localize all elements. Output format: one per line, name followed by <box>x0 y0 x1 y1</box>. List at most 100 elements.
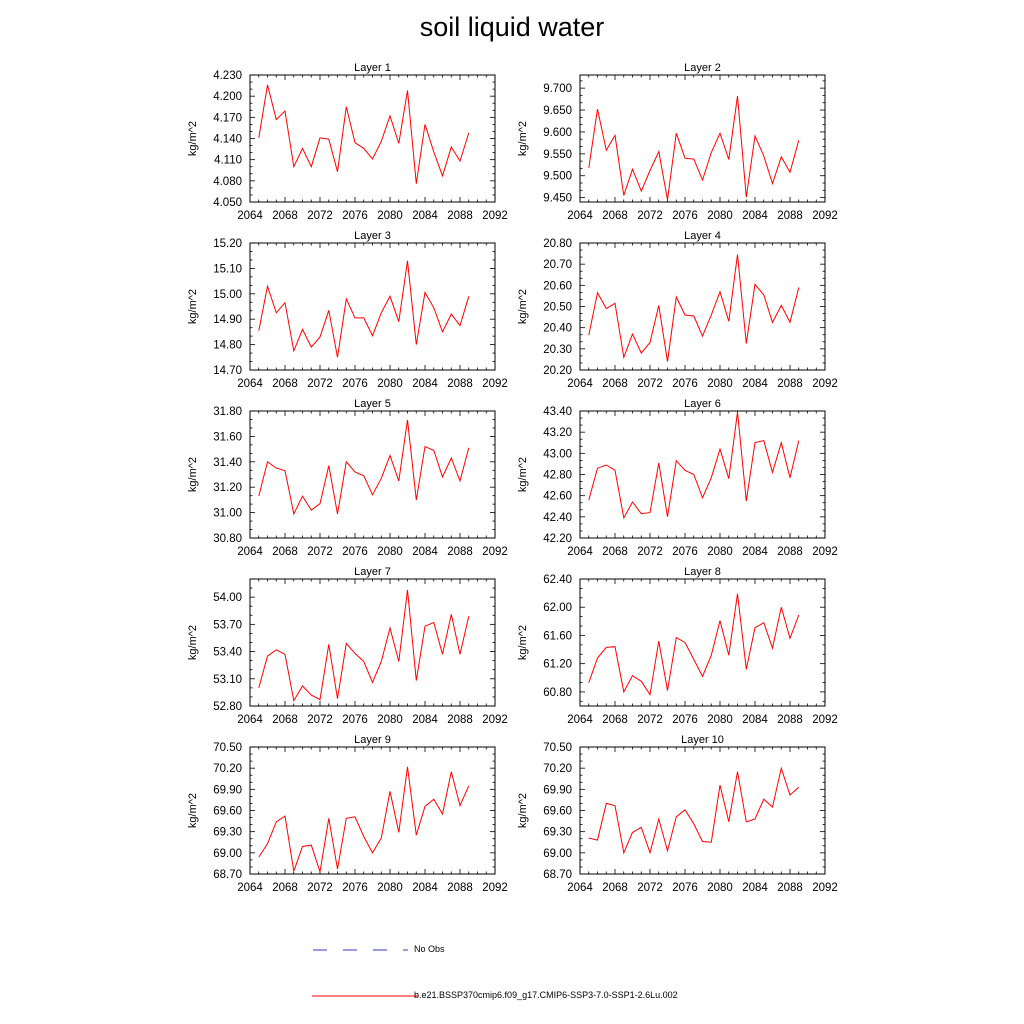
y-tick-label: 31.80 <box>213 406 242 418</box>
x-tick-label: 2092 <box>482 210 508 222</box>
x-tick-label: 2064 <box>237 714 263 726</box>
x-tick-label: 2064 <box>567 546 593 558</box>
y-tick-label: 69.30 <box>213 827 242 839</box>
plot-frame <box>249 410 496 539</box>
y-tick-label: 9.600 <box>543 127 572 139</box>
x-tick-label: 2064 <box>237 378 263 390</box>
y-tick-label: 61.60 <box>543 630 572 642</box>
chart-panel-4: Layer 4 kg/m^2 2064 2068 2072 2076 2080 2084 208… <box>517 230 838 390</box>
y-tick-label: 42.40 <box>543 512 572 524</box>
x-tick-label: 2080 <box>707 378 733 390</box>
plot-frame <box>249 578 496 707</box>
x-tick-label: 2072 <box>637 882 663 894</box>
x-tick-label: 2092 <box>482 546 508 558</box>
x-tick-label: 2076 <box>342 714 368 726</box>
x-tick-label: 2068 <box>272 546 298 558</box>
x-tick-label: 2084 <box>412 546 438 558</box>
y-tick-label: 4.110 <box>214 155 242 167</box>
x-tick-label: 2068 <box>272 210 298 222</box>
y-tick-label: 69.90 <box>213 784 242 796</box>
x-tick-label: 2072 <box>307 210 333 222</box>
series-line <box>258 419 470 516</box>
x-tick-label: 2072 <box>637 546 663 558</box>
y-tick-label: 31.40 <box>213 457 242 469</box>
x-tick-label: 2064 <box>237 546 263 558</box>
y-tick-label: 4.080 <box>213 176 242 188</box>
panel-title: Layer 4 <box>684 230 721 242</box>
y-tick-label: 20.20 <box>543 365 572 377</box>
y-tick-label: 42.80 <box>543 470 572 482</box>
series-line <box>588 254 800 362</box>
panel-title: Layer 1 <box>354 62 391 74</box>
x-tick-label: 2072 <box>307 546 333 558</box>
y-tick-label: 43.20 <box>543 427 572 439</box>
series-line <box>258 766 470 873</box>
plot-frame <box>579 74 826 203</box>
x-tick-label: 2084 <box>742 714 768 726</box>
y-tick-label: 42.20 <box>543 533 572 545</box>
y-tick-label: 69.60 <box>543 806 572 818</box>
x-tick-label: 2084 <box>412 882 438 894</box>
panel-title: Layer 6 <box>684 398 721 410</box>
chart-figure: Layer 1 kg/m^2 2064 2068 2072 2076 2080 2084 208… <box>187 62 838 894</box>
no-obs-line-swatch <box>313 949 408 951</box>
x-tick-label: 2076 <box>342 546 368 558</box>
y-tick-label: 9.500 <box>543 171 572 183</box>
x-tick-label: 2080 <box>377 882 403 894</box>
x-tick-label: 2080 <box>377 378 403 390</box>
y-tick-label: 4.050 <box>213 197 242 209</box>
x-tick-label: 2072 <box>307 378 333 390</box>
y-tick-label: 31.00 <box>213 508 242 520</box>
series-line <box>258 84 470 184</box>
y-tick-label: 15.10 <box>213 263 242 275</box>
y-tick-label: 20.30 <box>543 344 572 356</box>
x-tick-label: 2088 <box>777 546 803 558</box>
plot-frame <box>249 242 496 371</box>
x-tick-label: 2092 <box>812 714 838 726</box>
y-tick-label: 31.60 <box>213 431 242 443</box>
x-tick-label: 2076 <box>672 378 698 390</box>
no-obs-label: No Obs <box>414 944 445 954</box>
y-tick-label: 61.20 <box>543 659 572 671</box>
series-line <box>588 593 800 697</box>
x-tick-label: 2080 <box>377 546 403 558</box>
y-axis-label: kg/m^2 <box>187 289 199 324</box>
y-tick-label: 20.80 <box>543 238 572 250</box>
y-tick-label: 69.00 <box>543 848 572 860</box>
plot-frame <box>579 746 826 875</box>
panel-title: Layer 5 <box>354 398 391 410</box>
y-tick-label: 20.60 <box>543 280 572 292</box>
y-tick-label: 9.450 <box>543 193 572 205</box>
series-line <box>588 412 800 520</box>
x-tick-label: 2064 <box>567 210 593 222</box>
y-tick-label: 20.70 <box>543 259 572 271</box>
x-tick-label: 2068 <box>272 714 298 726</box>
y-tick-label: 4.170 <box>213 112 242 124</box>
x-tick-label: 2072 <box>637 714 663 726</box>
x-tick-label: 2076 <box>672 210 698 222</box>
y-tick-label: 20.50 <box>543 302 572 314</box>
x-tick-label: 2064 <box>567 882 593 894</box>
y-axis-label: kg/m^2 <box>187 625 199 660</box>
series-line <box>588 95 800 200</box>
y-tick-label: 53.10 <box>213 674 242 686</box>
x-tick-label: 2068 <box>272 882 298 894</box>
x-tick-label: 2080 <box>707 882 733 894</box>
chart-panel-5: Layer 5 kg/m^2 2064 2068 2072 2076 2080 2084 208… <box>187 398 508 558</box>
x-tick-label: 2068 <box>602 882 628 894</box>
x-tick-label: 2084 <box>742 210 768 222</box>
chart-panel-2: Layer 2 kg/m^2 2064 2068 2072 2076 2080 2084 208… <box>517 62 838 222</box>
plot-frame <box>579 410 826 539</box>
plot-frame <box>249 746 496 875</box>
y-tick-label: 62.40 <box>543 574 572 586</box>
x-tick-label: 2068 <box>602 546 628 558</box>
x-tick-label: 2064 <box>567 714 593 726</box>
x-tick-label: 2076 <box>672 546 698 558</box>
x-tick-label: 2084 <box>412 378 438 390</box>
x-tick-label: 2088 <box>447 882 473 894</box>
x-tick-label: 2072 <box>307 714 333 726</box>
y-axis-label: kg/m^2 <box>517 625 529 660</box>
y-tick-label: 42.60 <box>543 491 572 503</box>
y-tick-label: 20.40 <box>543 323 572 335</box>
chart-panel-10: Layer 10 kg/m^2 2064 2068 2072 2076 2080 2084 20… <box>517 734 838 894</box>
